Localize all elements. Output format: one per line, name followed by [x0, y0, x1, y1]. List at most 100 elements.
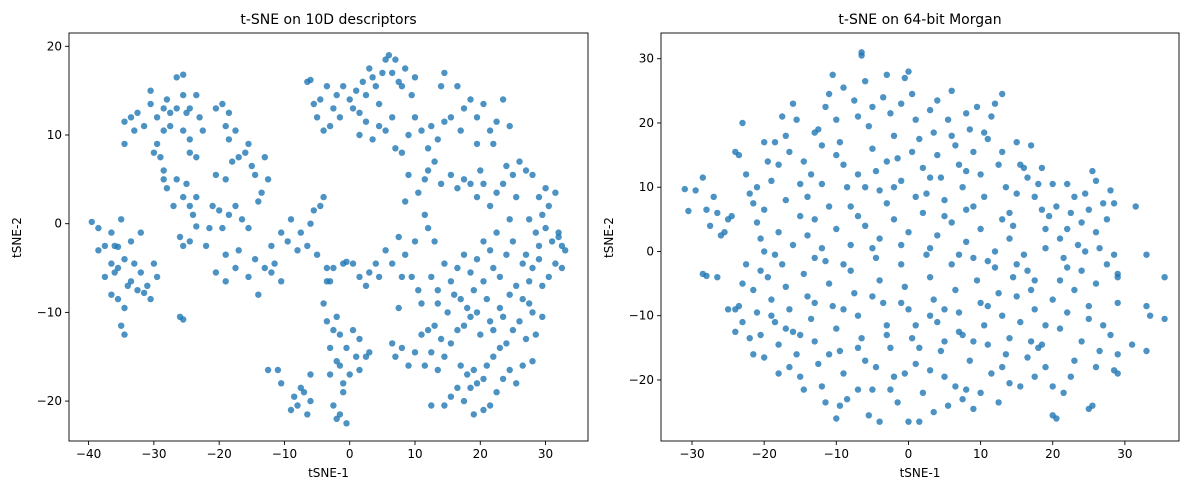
scatter-point — [199, 127, 206, 134]
scatter-point — [825, 90, 833, 98]
scatter-point — [753, 219, 761, 226]
scatter-point — [793, 351, 800, 358]
scatter-point — [1060, 254, 1067, 262]
scatter-point — [232, 264, 239, 272]
scatter-point — [761, 248, 768, 255]
scatter-point — [477, 331, 484, 338]
scatter-point — [101, 273, 109, 281]
scatter-point — [434, 366, 441, 374]
scatter-point — [1089, 167, 1096, 175]
x-tick-label: 30 — [538, 447, 553, 461]
scatter-point — [782, 325, 789, 332]
scatter-point — [811, 254, 818, 262]
scatter-point — [926, 106, 934, 114]
scatter-point — [160, 176, 167, 183]
scatter-point — [959, 396, 966, 403]
scatter-point — [451, 291, 458, 298]
scatter-point — [340, 83, 347, 90]
scatter-point — [912, 116, 919, 123]
scatter-point — [1045, 212, 1053, 220]
scatter-point — [398, 273, 406, 281]
scatter-point — [847, 241, 854, 249]
scatter-point — [242, 149, 249, 156]
scatter-point — [710, 193, 717, 200]
scatter-point — [140, 289, 148, 297]
scatter-point — [415, 287, 422, 294]
scatter-point — [362, 282, 370, 289]
scatter-point — [473, 193, 481, 201]
scatter-point — [542, 224, 549, 232]
scatter-point — [1017, 318, 1024, 326]
scatter-point — [519, 260, 526, 267]
scatter-point — [343, 344, 350, 352]
scatter-point — [948, 219, 955, 226]
x-axis-label: tSNE-1 — [308, 466, 349, 480]
scatter-point — [418, 127, 425, 134]
scatter-point — [703, 272, 710, 280]
scatter-point — [1092, 280, 1100, 287]
scatter-point — [480, 375, 487, 383]
scatter-point — [779, 113, 786, 120]
scatter-point — [349, 260, 357, 267]
scatter-point — [692, 187, 699, 194]
scatter-point — [108, 291, 115, 298]
scatter-point — [467, 96, 474, 103]
scatter-point — [206, 224, 213, 232]
scatter-point — [186, 105, 193, 112]
scatter-point — [480, 278, 487, 285]
scatter-point — [703, 206, 710, 213]
scatter-point — [865, 123, 872, 130]
scatter-point — [836, 347, 844, 355]
scatter-point — [320, 127, 327, 134]
scatter-point — [366, 269, 373, 276]
scatter-point — [431, 158, 438, 165]
scatter-point — [297, 229, 304, 236]
scatter-point — [392, 145, 399, 152]
scatter-point — [1042, 363, 1049, 371]
scatter-point — [926, 274, 934, 281]
scatter-point — [245, 224, 252, 232]
scatter-point — [1085, 302, 1093, 310]
scatter-point — [173, 74, 180, 81]
scatter-point — [862, 222, 869, 229]
scatter-point — [336, 331, 344, 338]
scatter-point — [340, 389, 347, 396]
scatter-point — [467, 384, 474, 391]
scatter-point — [539, 282, 546, 289]
scatter-point — [876, 277, 883, 284]
scatter-point — [804, 193, 811, 200]
scatter-point — [421, 211, 428, 218]
scatter-point — [941, 196, 948, 204]
scatter-point — [535, 256, 543, 263]
scatter-point — [493, 389, 500, 396]
x-tick-label: 20 — [1045, 447, 1060, 461]
scatter-point — [872, 167, 880, 175]
scatter-point — [833, 116, 840, 123]
scatter-point — [955, 309, 963, 316]
scatter-point — [447, 393, 455, 400]
scatter-point — [369, 136, 376, 143]
scatter-point — [124, 282, 131, 289]
scatter-point — [173, 176, 180, 183]
scatter-point — [890, 373, 898, 380]
scatter-point — [268, 242, 275, 250]
scatter-point — [424, 224, 432, 232]
scatter-point — [999, 90, 1006, 98]
scatter-point — [255, 291, 262, 298]
scatter-point — [219, 100, 226, 108]
scatter-point — [840, 161, 847, 168]
scatter-point — [359, 78, 366, 86]
scatter-point — [467, 180, 474, 187]
scatter-point — [865, 412, 872, 419]
scatter-point — [506, 216, 513, 223]
plot-area: −30 −20 −10 0 10 20 30 −20 −10 0 10 20 30 — [629, 32, 1180, 461]
x-tick-label: −40 — [76, 447, 101, 461]
scatter-point — [147, 87, 154, 94]
scatter-point — [1082, 190, 1089, 197]
scatter-point — [444, 309, 451, 316]
scatter-point — [408, 273, 415, 281]
scatter-point — [1161, 315, 1168, 323]
scatter-point — [999, 148, 1006, 156]
scatter-point — [167, 122, 174, 130]
scatter-point — [1146, 312, 1154, 319]
